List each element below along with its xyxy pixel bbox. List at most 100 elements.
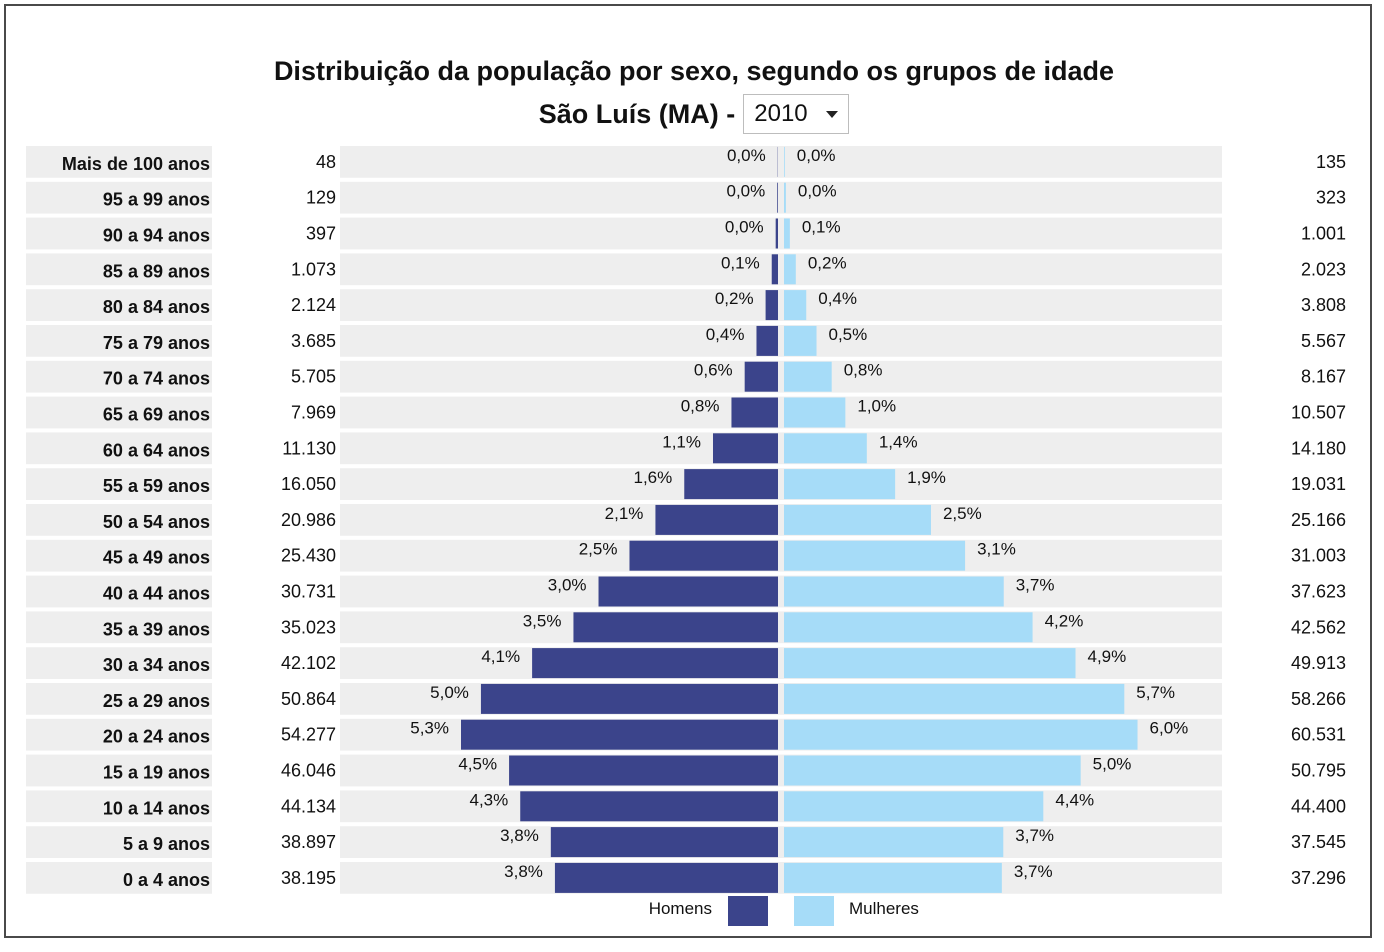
women-percent-label: 0,1% [802,218,841,237]
age-group-label: 75 a 79 anos [103,333,210,353]
women-percent-label: 0,5% [829,325,868,344]
men-bar [744,361,778,392]
women-percent-label: 4,4% [1055,790,1094,809]
men-percent-label: 0,0% [725,218,764,237]
men-percent-label: 2,1% [605,504,644,523]
legend-swatch-mulheres [794,896,834,926]
year-select[interactable]: 2010 [743,94,850,134]
men-count-label: 48 [316,152,336,172]
age-group-label: 65 a 69 anos [103,405,210,425]
row-bg-age [26,754,212,787]
age-group-label: 95 a 99 anos [103,190,210,210]
age-group-label: 30 a 34 anos [103,655,210,675]
women-bar [784,827,1004,858]
women-count-label: 2.023 [1301,259,1346,279]
chart-frame: Distribuição da população por sexo, segu… [4,4,1372,938]
women-percent-label: 1,9% [907,468,946,487]
men-percent-label: 3,0% [548,576,587,595]
men-percent-label: 2,5% [579,540,618,559]
men-bar [765,290,778,321]
men-count-label: 54.277 [281,725,336,745]
men-count-label: 44.134 [281,796,336,816]
men-bar [712,433,778,464]
men-bar [598,576,778,607]
legend-swatch-homens [728,896,768,926]
women-count-label: 31.003 [1291,546,1346,566]
men-count-label: 42.102 [281,653,336,673]
men-bar [573,612,778,643]
age-group-label: 80 a 84 anos [103,297,210,317]
age-group-label: 20 a 24 anos [103,727,210,747]
women-bar [784,612,1033,643]
row-bg-age [26,575,212,608]
women-bar [784,254,796,285]
row-bg-age [26,862,212,894]
women-bar [784,218,790,249]
men-percent-label: 3,5% [523,611,562,630]
row-bg-chart [340,146,1222,178]
age-group-label: 0 a 4 anos [123,870,210,890]
row-bg-chart [340,611,1222,644]
women-percent-label: 2,5% [943,504,982,523]
women-bar [784,755,1081,786]
chart-subtitle: São Luís (MA) - [538,98,736,129]
women-percent-label: 5,0% [1093,755,1132,774]
subtitle-row: São Luís (MA) - 2010 [6,94,1370,134]
women-bar [784,540,966,571]
row-bg-age [26,289,212,321]
men-bar [480,683,778,714]
men-bar [771,254,778,285]
row-bg-chart [340,360,1222,393]
men-percent-label: 0,6% [694,361,733,380]
age-group-label: 40 a 44 anos [103,584,210,604]
women-count-label: 323 [1316,188,1346,208]
row-bg-age [26,504,212,536]
women-bar [784,791,1044,822]
men-bar [520,791,778,822]
men-percent-label: 4,3% [469,790,508,809]
men-count-label: 1.073 [291,259,336,279]
row-bg-chart [340,396,1222,429]
row-bg-age [26,790,212,823]
women-bar [784,146,785,177]
row-bg-age [26,360,212,393]
women-count-label: 8.167 [1301,367,1346,387]
men-count-label: 30.731 [281,582,336,602]
women-bar [784,433,867,464]
women-bar [784,397,846,428]
row-bg-age [26,539,212,572]
women-percent-label: 0,2% [808,253,847,272]
men-bar [509,755,778,786]
row-bg-age [26,217,212,250]
men-count-label: 46.046 [281,761,336,781]
men-percent-label: 0,8% [681,397,720,416]
women-percent-label: 6,0% [1150,719,1189,738]
women-percent-label: 3,7% [1016,576,1055,595]
men-bar [532,648,778,679]
row-bg-age [26,181,212,214]
chevron-down-icon [826,110,839,118]
women-count-label: 50.795 [1291,761,1346,781]
age-group-label: Mais de 100 anos [62,154,210,174]
men-percent-label: 1,6% [634,468,673,487]
women-count-label: 49.913 [1291,653,1346,673]
women-count-label: 25.166 [1291,510,1346,530]
men-count-label: 38.897 [281,832,336,852]
men-bar [731,397,778,428]
age-group-label: 55 a 59 anos [103,476,210,496]
women-bar [784,325,817,356]
age-group-label: 70 a 74 anos [103,369,210,389]
men-count-label: 38.195 [281,868,336,888]
men-percent-label: 4,1% [481,647,520,666]
row-bg-age [26,611,212,644]
row-bg-chart [340,181,1222,214]
women-percent-label: 0,0% [797,146,836,165]
row-bg-age [26,396,212,429]
men-count-label: 129 [306,188,336,208]
men-bar [775,218,778,249]
men-bar [777,182,778,213]
men-percent-label: 5,0% [430,683,469,702]
men-bar [684,469,778,500]
women-count-label: 10.507 [1291,403,1346,423]
women-percent-label: 1,0% [857,397,896,416]
